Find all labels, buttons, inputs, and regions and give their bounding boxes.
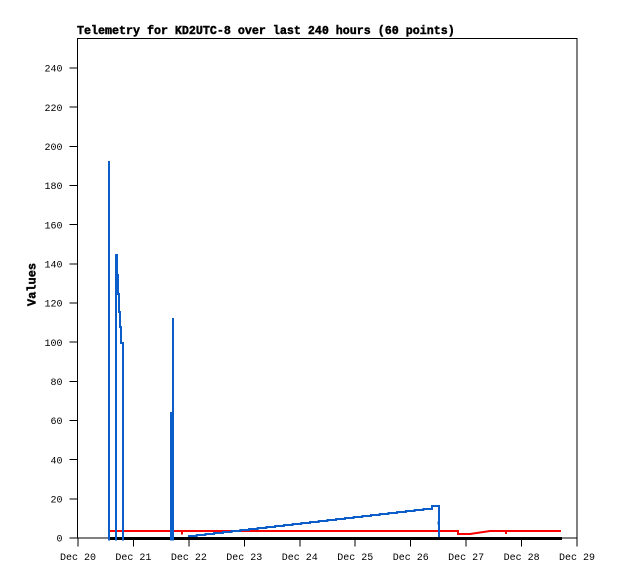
svg-text:Values: Values — [26, 263, 40, 306]
svg-text:Dec 27: Dec 27 — [448, 553, 484, 564]
svg-text:Dec 28: Dec 28 — [504, 553, 540, 564]
svg-text:Dec 22: Dec 22 — [171, 553, 207, 564]
svg-text:Dec 26: Dec 26 — [393, 553, 429, 564]
svg-text:160: 160 — [44, 221, 62, 232]
svg-text:240: 240 — [44, 65, 62, 76]
svg-text:80: 80 — [50, 378, 62, 389]
svg-text:Dec 29: Dec 29 — [559, 553, 595, 564]
svg-text:180: 180 — [44, 182, 62, 193]
svg-text:140: 140 — [44, 261, 62, 272]
svg-text:200: 200 — [44, 143, 62, 154]
svg-text:20: 20 — [50, 495, 62, 506]
svg-text:Dec 21: Dec 21 — [115, 553, 151, 564]
svg-text:40: 40 — [50, 456, 62, 467]
svg-text:220: 220 — [44, 104, 62, 115]
svg-text:0: 0 — [56, 535, 62, 546]
svg-text:Dec 25: Dec 25 — [337, 553, 373, 564]
svg-text:Dec 24: Dec 24 — [282, 553, 318, 564]
svg-text:Dec 23: Dec 23 — [226, 553, 262, 564]
svg-text:120: 120 — [44, 300, 62, 311]
svg-text:60: 60 — [50, 417, 62, 428]
svg-text:Telemetry for KD2UTC-8 over la: Telemetry for KD2UTC-8 over last 240 hou… — [77, 24, 455, 38]
svg-text:Dec 20: Dec 20 — [60, 553, 96, 564]
svg-text:100: 100 — [44, 339, 62, 350]
